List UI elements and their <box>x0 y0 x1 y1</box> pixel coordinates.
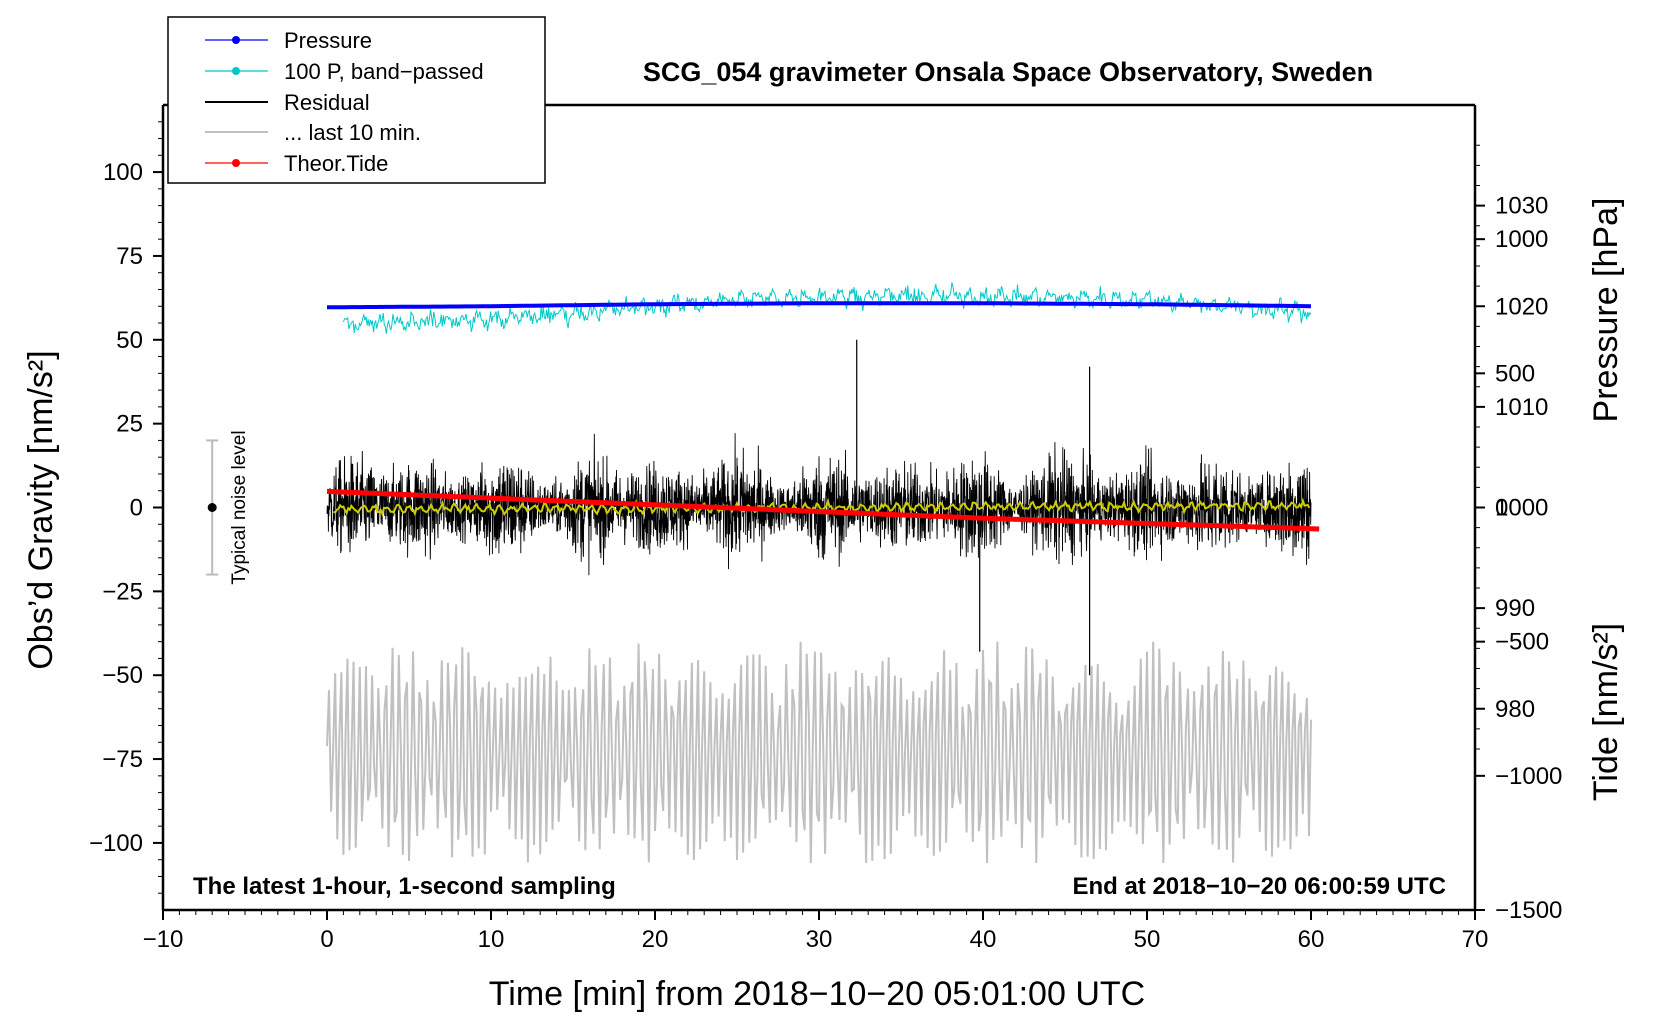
chart-title: SCG_054 gravimeter Onsala Space Observat… <box>643 57 1373 87</box>
pressure-tick-label: 990 <box>1495 595 1535 622</box>
legend-label-tide: Theor.Tide <box>284 151 388 176</box>
x-tick-label: 40 <box>970 926 997 953</box>
noise-level-label: Typical noise level <box>229 430 250 584</box>
tide-tick-label: 1000 <box>1495 226 1548 253</box>
x-tick-label: 10 <box>478 926 505 953</box>
y-tick-label: −75 <box>102 746 143 773</box>
y-tick-label: 100 <box>103 159 143 186</box>
legend-label-last10: ... last 10 min. <box>284 120 421 145</box>
legend-box <box>167 16 546 184</box>
x-tick-label: 0 <box>320 926 333 953</box>
y-tick-label: −100 <box>89 830 143 857</box>
series-tide-line <box>326 488 1320 532</box>
y-axis-label-left: Obs’d Gravity [nm/s²] <box>22 350 60 669</box>
legend-label-residual: Residual <box>284 90 370 115</box>
series-last10-line <box>326 641 1312 864</box>
y-tick-label: 0 <box>130 495 143 522</box>
legend-marker-tide <box>232 159 240 167</box>
tide-tick-label: −1500 <box>1495 897 1562 924</box>
pressure-tick-label: 980 <box>1495 696 1535 723</box>
x-tick-label: 30 <box>806 926 833 953</box>
axis-ticks: −10 0 10 20 30 40 50 60 701007550250−25−50−75−10… <box>89 121 1562 953</box>
series-pressure-line <box>326 301 1312 310</box>
y-tick-label: 50 <box>116 327 143 354</box>
y-tick-label: −50 <box>102 662 143 689</box>
tide-tick-label: 500 <box>1495 360 1535 387</box>
legend: Pressure 100 P, band−passed Residual ...… <box>167 16 546 184</box>
pressure-tick-label: 1020 <box>1495 293 1548 320</box>
y-axis-label-tide: Tide [nm/s²] <box>1587 623 1625 801</box>
legend-label-bandpassed: 100 P, band−passed <box>284 59 484 84</box>
chart-traces <box>326 282 1320 864</box>
x-axis-label: Time [min] from 2018−10−20 05:01:00 UTC <box>489 975 1145 1013</box>
tide-tick-label: 0 <box>1495 495 1508 522</box>
legend-marker-bandpassed <box>232 67 240 75</box>
x-tick-label: 70 <box>1462 926 1489 953</box>
note-end-time: End at 2018−10−20 06:00:59 UTC <box>1072 873 1446 900</box>
x-tick-label: 20 <box>642 926 669 953</box>
pressure-tick-label: 1010 <box>1495 394 1548 421</box>
tide-tick-label: −500 <box>1495 629 1549 656</box>
y-axis-label-pressure: Pressure [hPa] <box>1587 198 1625 423</box>
pressure-tick-label: 1030 <box>1495 193 1548 220</box>
noise-level-dot <box>207 503 217 512</box>
y-tick-label: 75 <box>116 243 143 270</box>
x-tick-label: 60 <box>1298 926 1325 953</box>
pressure-tick-label: 1000 <box>1495 495 1548 522</box>
x-tick-label: 50 <box>1134 926 1161 953</box>
note-latest-hour: The latest 1-hour, 1-second sampling <box>193 873 616 900</box>
x-tick-label: −10 <box>143 926 184 953</box>
noise-level-indicator: Typical noise level <box>206 430 250 585</box>
legend-label-pressure: Pressure <box>284 28 372 53</box>
y-tick-label: −25 <box>102 578 143 605</box>
tide-tick-label: −1000 <box>1495 763 1562 790</box>
legend-marker-pressure <box>232 36 240 44</box>
y-tick-label: 25 <box>116 411 143 438</box>
